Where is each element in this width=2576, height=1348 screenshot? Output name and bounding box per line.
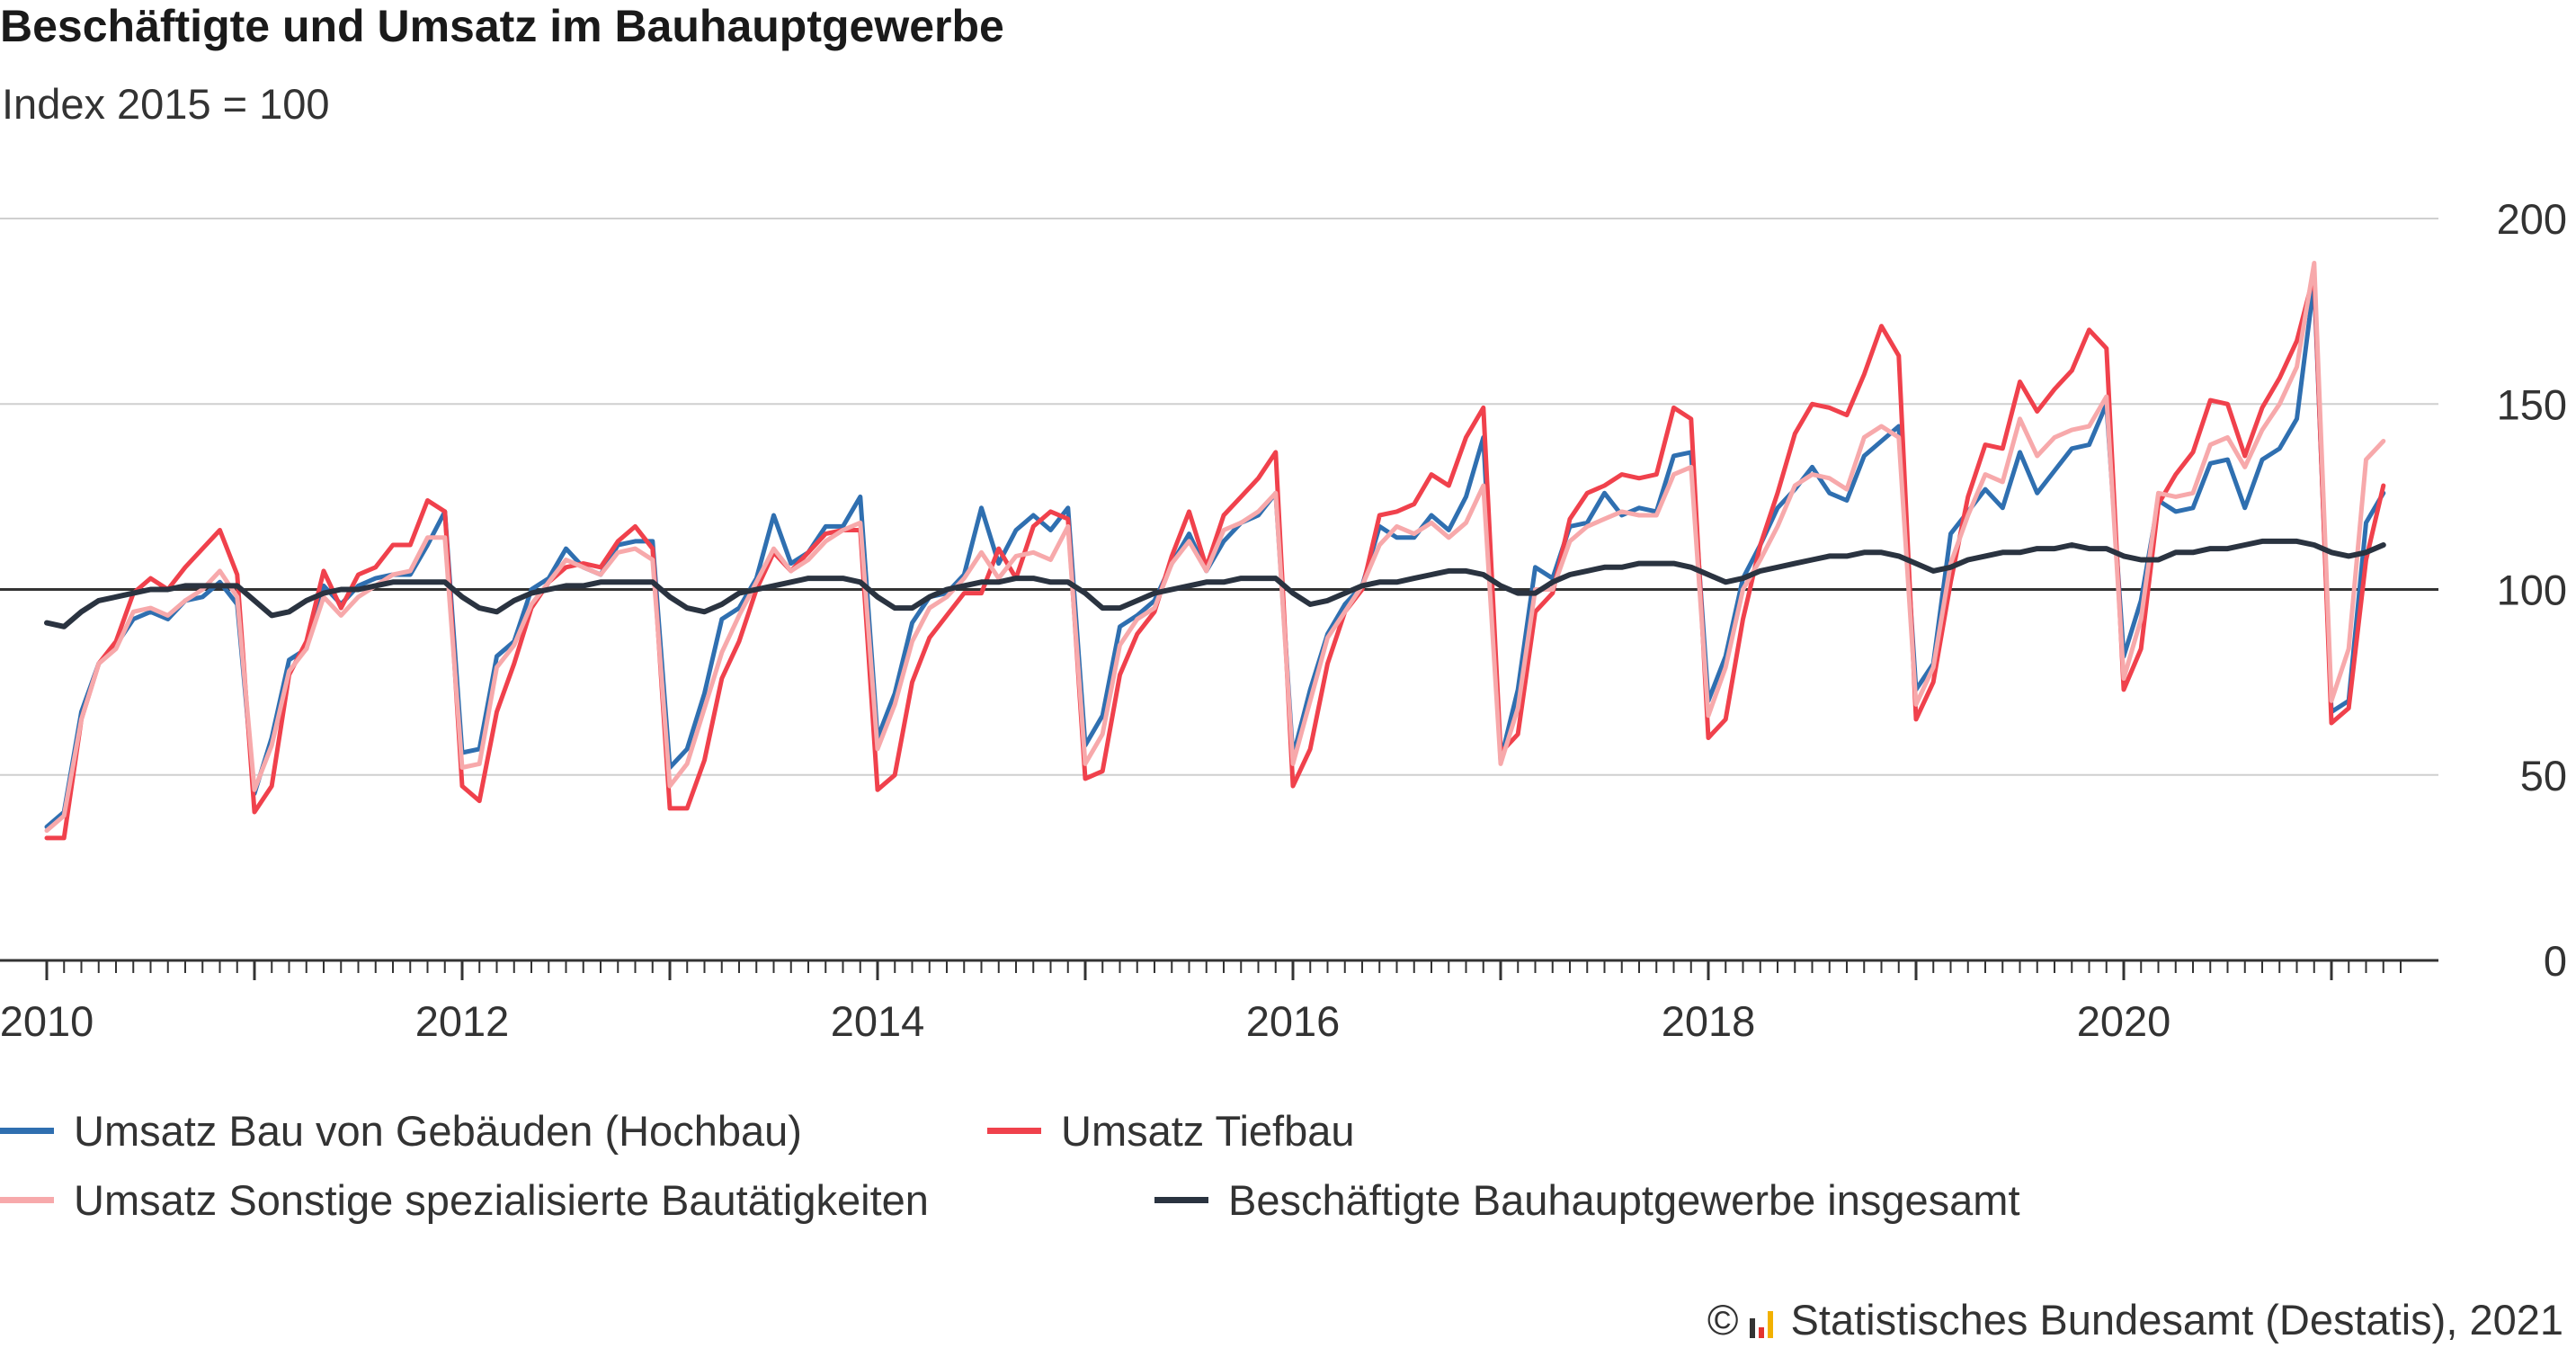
legend-label-tiefbau: Umsatz Tiefbau <box>1061 1107 1355 1155</box>
x-axis <box>0 959 2438 980</box>
x-tick-label-2016: 2016 <box>1246 997 1341 1045</box>
x-tick-label-2010: 2010 <box>0 997 94 1045</box>
chart-subtitle: Index 2015 = 100 <box>2 80 330 128</box>
legend-label-sonstige: Umsatz Sonstige spezialisierte Bautätigk… <box>74 1176 929 1224</box>
y-tick-label-150: 150 <box>2497 380 2567 428</box>
tick-labels: 0 50 100 150 200 2010 2012 2014 2016 2018 2020 <box>0 195 2567 1045</box>
legend-swatch-beschaeftigte <box>1154 1197 1208 1203</box>
series-line-beschaeftigte <box>44 538 2386 629</box>
legend-swatch-hochbau <box>0 1128 54 1134</box>
y-tick-label-100: 100 <box>2497 567 2567 614</box>
legend-label-hochbau: Umsatz Bau von Gebäuden (Hochbau) <box>74 1107 802 1155</box>
legend-swatch-sonstige <box>0 1197 54 1203</box>
series-line-sonstige <box>44 261 2386 834</box>
y-tick-label-50: 50 <box>2520 752 2567 799</box>
chart-title: Beschäftigte und Umsatz im Bauhauptgewer… <box>0 1 1004 51</box>
legend-label-beschaeftigte: Beschäftigte Bauhauptgewerbe insgesamt <box>1228 1176 2020 1224</box>
copyright-icon: © <box>1707 1296 1739 1344</box>
legend-swatch-tiefbau <box>987 1128 1041 1134</box>
x-tick-label-2018: 2018 <box>1662 997 1756 1045</box>
x-tick-label-2012: 2012 <box>415 997 510 1045</box>
x-tick-label-2014: 2014 <box>831 997 925 1045</box>
y-tick-label-200: 200 <box>2497 195 2567 243</box>
series-lines <box>44 261 2386 841</box>
legend-item-tiefbau: Umsatz Tiefbau <box>987 1106 1355 1156</box>
series-line-tiefbau <box>44 272 2386 841</box>
legend-item-sonstige: Umsatz Sonstige spezialisierte Bautätigk… <box>0 1175 929 1225</box>
destatis-logo-icon <box>1749 1302 1777 1338</box>
grid-lines <box>0 218 2438 776</box>
legend-item-hochbau: Umsatz Bau von Gebäuden (Hochbau) <box>0 1106 802 1156</box>
source-footer: © Statistisches Bundesamt (Destatis), 20… <box>1707 1295 2563 1344</box>
legend-item-beschaeftigte: Beschäftigte Bauhauptgewerbe insgesamt <box>1154 1175 2020 1225</box>
source-text: Statistisches Bundesamt (Destatis), 2021 <box>1790 1296 2563 1344</box>
y-tick-label-0: 0 <box>2544 937 2567 985</box>
x-tick-label-2020: 2020 <box>2077 997 2171 1045</box>
